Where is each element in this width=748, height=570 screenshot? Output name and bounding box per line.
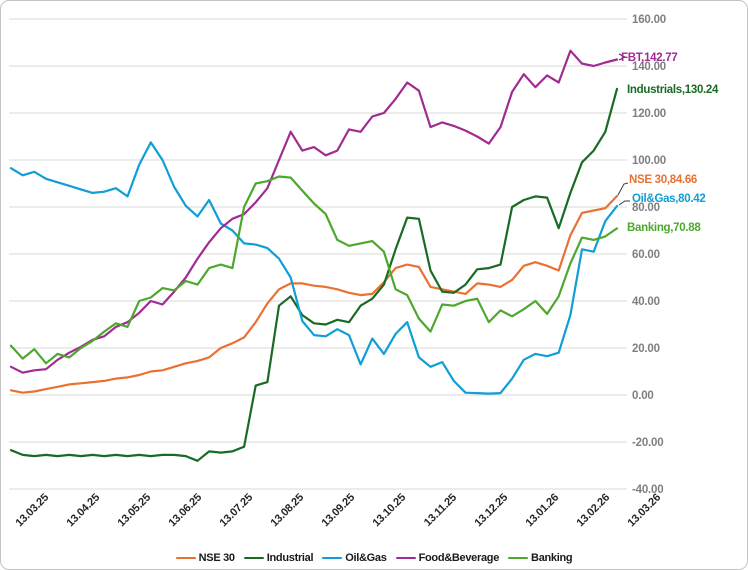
leader-food-beverage xyxy=(618,53,627,61)
x-axis-tick-label: 13.01.26 xyxy=(523,492,561,530)
y-axis-tick-label: 160.00 xyxy=(632,14,666,26)
x-axis-tick-label: 13.04.25 xyxy=(64,492,102,530)
y-axis-tick-label: 120.00 xyxy=(632,108,666,120)
y-axis-tick-label: 20.00 xyxy=(632,343,660,355)
legend-label: Oil&Gas xyxy=(345,552,387,564)
y-axis-tick-label: 40.00 xyxy=(632,296,660,308)
legend-label: NSE 30 xyxy=(198,552,235,564)
x-axis-tick-label: 13.11.25 xyxy=(422,492,459,529)
legend-item-nse-30: NSE 30 xyxy=(175,552,235,564)
x-axis-tick-label: 13.09.25 xyxy=(319,492,357,530)
y-axis-tick-label: -20.00 xyxy=(632,437,663,449)
legend-item-food-beverage: Food&Beverage xyxy=(395,552,500,564)
x-axis-tick-label: 13.06.25 xyxy=(166,492,204,530)
series-line-banking xyxy=(9,175,619,365)
series-end-label-industrial: Industrials,130.24 xyxy=(627,84,719,96)
legend-label: Food&Beverage xyxy=(418,552,500,564)
series-line-food-beverage xyxy=(9,49,619,374)
y-axis-tick-label: 80.00 xyxy=(632,202,660,214)
series-line-industrial xyxy=(9,87,619,462)
x-axis-tick-label: 13.03.25 xyxy=(13,492,51,530)
y-axis-tick-label: -40.00 xyxy=(632,484,663,496)
x-axis-tick-label: 13.02.26 xyxy=(574,492,612,530)
series-end-label-food-beverage: FBT,142.77 xyxy=(621,52,677,64)
y-axis-tick-label: 0.00 xyxy=(632,390,654,402)
y-axis-tick-label: 140.00 xyxy=(632,61,666,73)
legend-item-industrial: Industrial xyxy=(243,552,314,564)
chart-legend: NSE 30 Industrial Oil&Gas Food&Beverage Bank… xyxy=(1,552,747,564)
y-axis-tick-label: 60.00 xyxy=(632,249,660,261)
legend-item-banking: Banking xyxy=(508,552,573,564)
legend-swatch-icon xyxy=(243,556,264,560)
series-end-label-nse-30: NSE 30,84.66 xyxy=(629,174,697,186)
series-line-nse-30 xyxy=(9,194,619,394)
series-line-oil-gas xyxy=(9,141,619,395)
leader-oil-gas xyxy=(618,200,630,206)
x-axis-tick-label: 13.08.25 xyxy=(268,492,306,530)
x-axis-tick-label: 13.12.25 xyxy=(472,492,510,530)
series-end-label-oil-gas: Oil&Gas,80.42 xyxy=(632,193,705,205)
x-axis-tick-label: 13.10.25 xyxy=(370,492,408,530)
series-end-label-banking: Banking,70.88 xyxy=(627,222,701,234)
leader-nse30 xyxy=(617,182,629,196)
legend-swatch-icon xyxy=(322,556,343,560)
legend-label: Industrial xyxy=(266,552,314,564)
legend-item-oil-gas: Oil&Gas xyxy=(322,552,387,564)
y-axis-tick-label: 100.00 xyxy=(632,155,666,167)
x-axis-tick-label: 13.05.25 xyxy=(115,492,153,530)
legend-swatch-icon xyxy=(395,556,416,560)
x-axis-tick-label: 13.07.25 xyxy=(217,492,255,530)
legend-label: Banking xyxy=(531,552,573,564)
x-axis-tick-label: 13.03.26 xyxy=(625,492,663,530)
legend-swatch-icon xyxy=(508,556,529,560)
legend-swatch-icon xyxy=(175,556,196,560)
